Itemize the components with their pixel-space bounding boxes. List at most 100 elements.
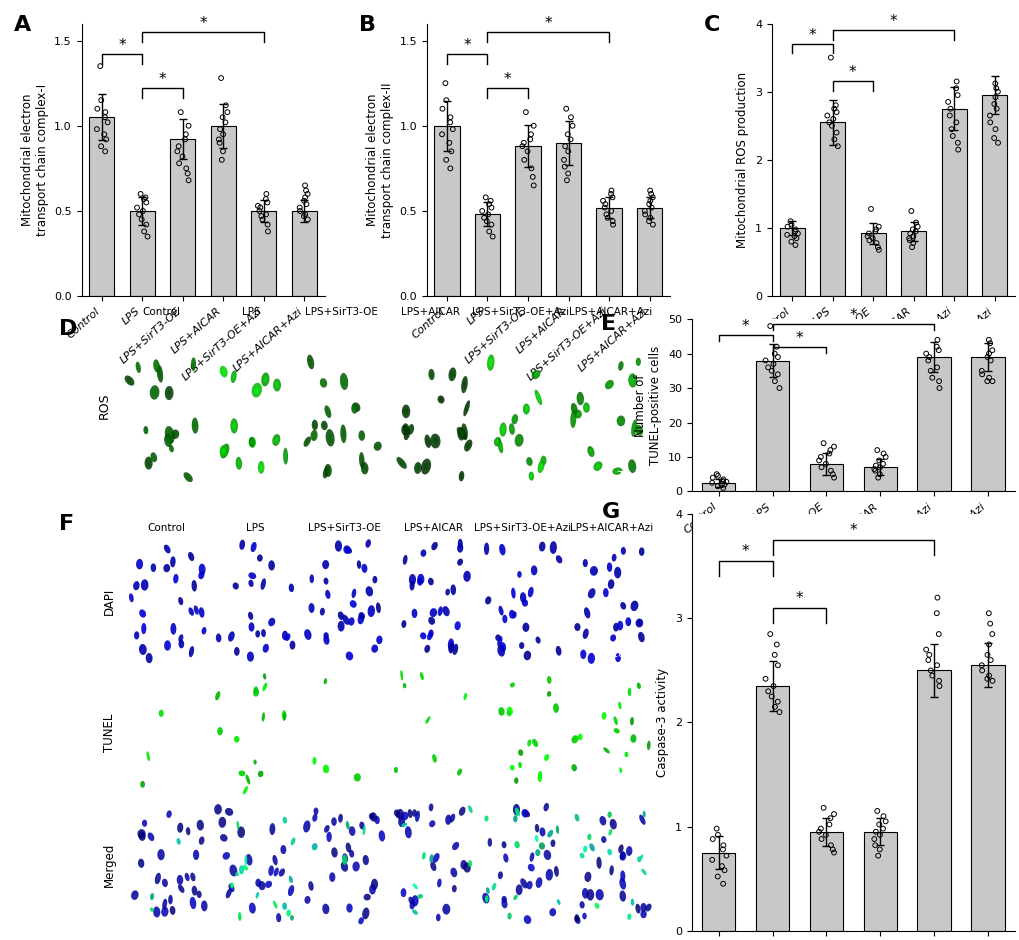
Point — [518, 104, 534, 119]
Point — [556, 139, 573, 154]
Bar — [863, 467, 896, 492]
Point — [827, 125, 844, 140]
Point — [860, 226, 876, 241]
Point — [874, 822, 891, 837]
Point — [826, 98, 843, 113]
Text: *: * — [849, 308, 856, 323]
Point — [441, 115, 458, 130]
Point — [949, 142, 965, 157]
Text: Control: Control — [142, 307, 180, 318]
Point — [828, 139, 845, 154]
Point — [766, 346, 783, 361]
Point — [557, 102, 574, 117]
Point — [919, 353, 935, 368]
Point — [709, 478, 726, 494]
Point — [476, 211, 492, 226]
Point — [787, 222, 803, 237]
Point — [564, 118, 580, 133]
Point — [868, 804, 884, 819]
Point — [978, 350, 995, 365]
Point — [759, 360, 775, 375]
Point — [602, 186, 619, 201]
Point — [869, 240, 886, 255]
Point — [604, 213, 621, 228]
Point — [97, 104, 113, 119]
Point — [603, 183, 620, 198]
Point — [169, 144, 185, 159]
Point — [211, 132, 227, 147]
Point — [870, 243, 887, 258]
Point — [757, 671, 773, 686]
Point — [215, 144, 231, 159]
Point — [973, 367, 989, 382]
Point — [516, 152, 532, 167]
Point — [823, 842, 840, 857]
Point — [180, 173, 197, 188]
Point — [180, 118, 197, 133]
Point — [444, 121, 461, 136]
Point — [213, 152, 229, 167]
Point — [561, 132, 578, 147]
Bar — [129, 211, 155, 296]
Bar — [701, 853, 735, 931]
Point — [519, 144, 535, 159]
Point — [973, 364, 989, 379]
Point — [704, 470, 720, 485]
Point — [437, 152, 453, 167]
Text: LPS+SirT3-OE+Azi: LPS+SirT3-OE+Azi — [474, 523, 571, 533]
Text: B: B — [359, 15, 375, 36]
Point — [704, 832, 720, 847]
Text: *: * — [544, 16, 551, 31]
Point — [713, 477, 730, 492]
Point — [480, 207, 496, 222]
Point — [558, 173, 575, 188]
Text: G: G — [601, 502, 619, 522]
Point — [988, 135, 1005, 150]
Point — [516, 135, 532, 150]
Point — [870, 219, 887, 234]
Point — [133, 212, 150, 227]
Point — [297, 190, 313, 205]
Text: F: F — [58, 514, 73, 534]
Point — [437, 75, 453, 90]
Point — [825, 470, 842, 485]
Point — [900, 230, 916, 245]
Point — [978, 671, 995, 686]
Point — [178, 161, 195, 176]
Point — [862, 201, 878, 216]
Point — [980, 346, 997, 361]
Point — [983, 627, 1000, 642]
Point — [983, 673, 1000, 688]
Point — [298, 183, 314, 198]
Text: *: * — [463, 38, 471, 53]
Bar — [636, 208, 661, 296]
Point — [876, 449, 893, 464]
Point — [919, 652, 935, 667]
Point — [981, 616, 998, 631]
Point — [641, 183, 657, 198]
Point — [132, 186, 149, 201]
Point — [598, 207, 614, 222]
Point — [920, 350, 936, 365]
Point — [171, 156, 187, 171]
Point — [901, 226, 917, 241]
Point — [901, 233, 917, 248]
Bar — [970, 666, 1004, 931]
Bar — [555, 143, 581, 296]
Point — [983, 374, 1000, 389]
Point — [296, 209, 312, 224]
Point — [259, 195, 275, 210]
Point — [92, 58, 108, 73]
Point — [213, 70, 229, 86]
Point — [480, 196, 496, 212]
Bar — [291, 211, 317, 296]
Point — [300, 186, 316, 201]
Point — [870, 817, 887, 832]
Text: DAPI: DAPI — [103, 588, 116, 615]
Point — [867, 458, 883, 473]
Point — [782, 213, 798, 228]
Point — [930, 381, 947, 396]
Point — [138, 195, 154, 210]
Point — [714, 842, 731, 857]
Text: Merged: Merged — [103, 842, 116, 886]
